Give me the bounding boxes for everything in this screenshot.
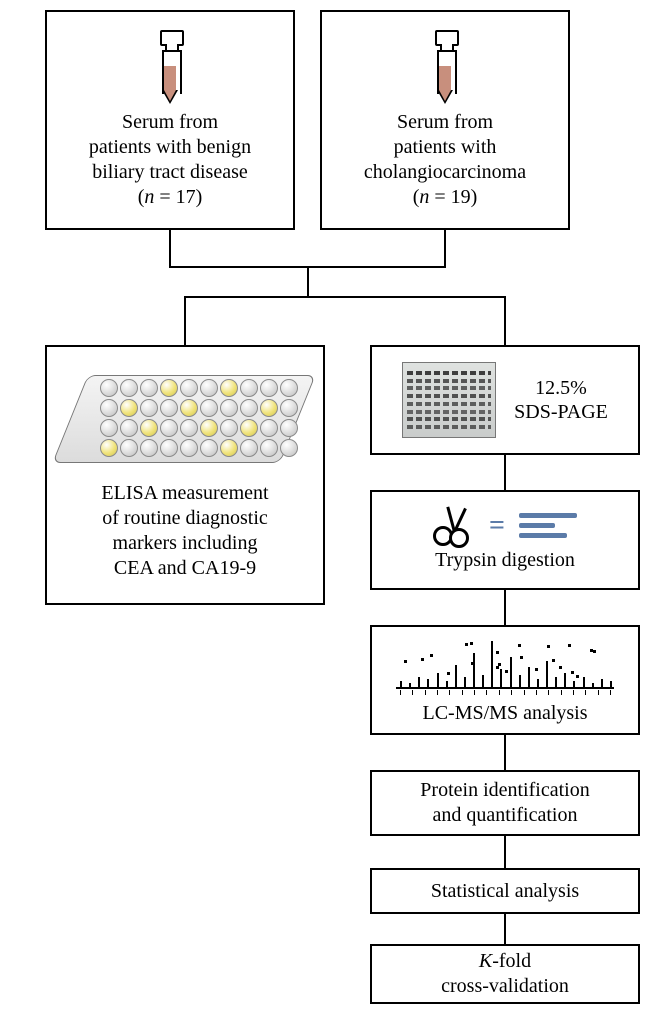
connector [504, 735, 506, 770]
elisa-plate-icon [70, 361, 300, 471]
connector [504, 590, 506, 625]
fragments-icon [519, 513, 577, 538]
text: CEA and CA19-9 [114, 556, 256, 581]
trypsin-digestion-icon: = [433, 508, 577, 544]
n-label: (n = 17) [138, 185, 203, 210]
text: patients with benign [89, 135, 251, 160]
n-label: (n = 19) [413, 185, 478, 210]
connector [184, 296, 506, 298]
text: = 19) [429, 186, 477, 208]
text: and quantification [433, 803, 578, 828]
text: of routine diagnostic [102, 506, 268, 531]
scissors-icon [433, 508, 475, 544]
text: Protein identification [420, 778, 589, 803]
text: n [419, 186, 429, 208]
text: SDS-PAGE [514, 400, 608, 424]
tube-icon [431, 30, 459, 104]
text: Trypsin digestion [435, 548, 575, 573]
text: K-fold [479, 949, 531, 974]
text: K [479, 950, 492, 972]
text: patients with [394, 135, 497, 160]
node-stats: Statistical analysis [370, 868, 640, 914]
sds-page-label: 12.5% SDS-PAGE [514, 376, 608, 424]
node-sds-page: 12.5% SDS-PAGE [370, 345, 640, 455]
connector [504, 296, 506, 345]
text: 12.5% [514, 376, 608, 400]
text: Statistical analysis [431, 879, 579, 904]
connector [307, 266, 309, 296]
connector [504, 455, 506, 490]
connector [504, 836, 506, 868]
spectrum-icon [390, 635, 620, 699]
gel-icon [402, 362, 496, 438]
text: LC-MS/MS analysis [422, 701, 587, 726]
node-elisa: ELISA measurement of routine diagnostic … [45, 345, 325, 605]
connector [184, 296, 186, 345]
node-serum-benign: Serum from patients with benign biliary … [45, 10, 295, 230]
node-kfold: K-fold cross-validation [370, 944, 640, 1004]
text: = 17) [154, 186, 202, 208]
text: biliary tract disease [92, 160, 248, 185]
node-lcms: LC-MS/MS analysis [370, 625, 640, 735]
node-trypsin: = Trypsin digestion [370, 490, 640, 590]
text: cholangiocarcinoma [364, 160, 526, 185]
text: markers including [113, 531, 258, 556]
text: n [144, 186, 154, 208]
equals-icon: = [489, 508, 505, 543]
connector [504, 914, 506, 944]
text: cross-validation [441, 974, 569, 999]
text: -fold [492, 950, 531, 972]
node-serum-cca: Serum from patients with cholangiocarcin… [320, 10, 570, 230]
node-protein-id: Protein identification and quantificatio… [370, 770, 640, 836]
text: ELISA measurement [101, 481, 268, 506]
flowchart-canvas: Serum from patients with benign biliary … [0, 0, 659, 1009]
text: Serum from [397, 110, 493, 135]
tube-icon [156, 30, 184, 104]
connector [444, 230, 446, 266]
text: Serum from [122, 110, 218, 135]
connector [169, 230, 171, 266]
